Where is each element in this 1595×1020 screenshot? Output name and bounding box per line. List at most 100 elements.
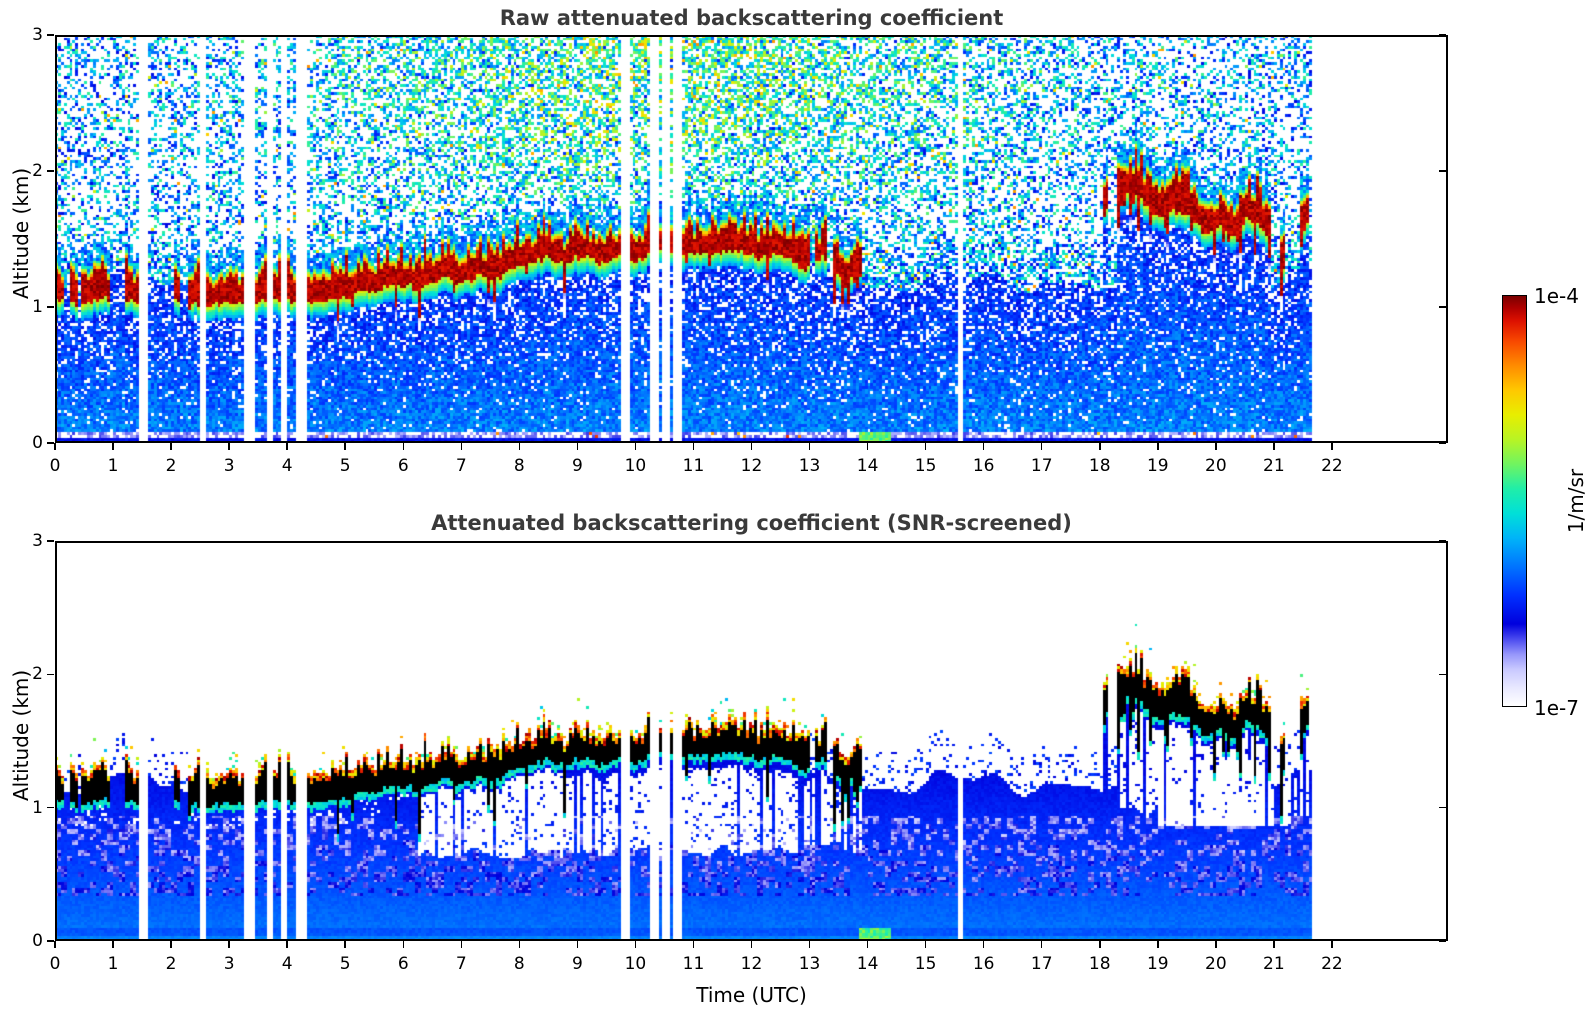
y-tick-mark (47, 442, 54, 444)
colorbar (1502, 295, 1527, 707)
x-tick-label: 7 (455, 456, 467, 476)
x-tick-mark (924, 941, 927, 948)
x-tick-mark (1331, 443, 1333, 450)
y-tick-mark (47, 806, 54, 809)
y-tick-label: 3 (32, 25, 43, 45)
x-tick-mark (1099, 443, 1101, 450)
x-tick-mark (750, 941, 753, 948)
x-tick-label: 11 (682, 954, 705, 974)
x-tick-label: 17 (1030, 954, 1053, 974)
x-tick-label: 3 (223, 954, 235, 974)
y-axis-label-raw: Altitude (km) (9, 167, 33, 299)
x-tick-mark (1331, 941, 1333, 948)
x-tick-label: 10 (624, 954, 647, 974)
raw-heatmap-canvas (55, 35, 1448, 443)
x-tick-label: 14 (856, 456, 879, 476)
colorbar-units-label: 1/m/sr (1564, 468, 1588, 534)
x-tick-label: 9 (571, 456, 583, 476)
x-tick-mark (692, 443, 695, 450)
x-tick-mark (1215, 443, 1217, 450)
x-tick-label: 17 (1030, 456, 1053, 476)
x-tick-label: 1 (107, 456, 119, 476)
panel-title-screened: Attenuated backscattering coefficient (S… (431, 511, 1072, 535)
x-tick-mark (1040, 443, 1043, 450)
y-tick-label: 0 (32, 433, 43, 453)
x-tick-mark (228, 443, 230, 450)
y-tick-label: 1 (32, 797, 43, 818)
x-tick-label: 9 (571, 954, 583, 974)
x-tick-label: 15 (914, 954, 937, 974)
x-tick-mark (1099, 941, 1101, 948)
x-tick-mark (866, 941, 869, 948)
x-tick-label: 4 (281, 954, 293, 974)
y-tick-mark (47, 170, 54, 172)
x-tick-mark (924, 443, 927, 450)
x-tick-mark (866, 443, 869, 450)
x-tick-mark (402, 443, 404, 450)
colorbar-min-label: 1e-7 (1534, 696, 1579, 720)
x-tick-mark (286, 443, 288, 450)
x-tick-label: 21 (1263, 954, 1285, 974)
x-tick-mark (1157, 443, 1159, 450)
y-tick-mark-right (1439, 442, 1446, 444)
x-tick-label: 10 (624, 456, 647, 476)
y-tick-label: 3 (32, 531, 43, 551)
x-tick-mark (634, 443, 637, 450)
x-tick-label: 22 (1321, 954, 1343, 974)
x-tick-label: 8 (513, 456, 525, 476)
y-tick-label: 2 (32, 664, 43, 685)
x-tick-label: 0 (49, 456, 61, 476)
x-tick-mark (344, 443, 346, 450)
x-tick-mark (518, 443, 521, 450)
x-tick-label: 14 (856, 954, 879, 974)
x-tick-mark (692, 941, 695, 948)
x-tick-mark (170, 443, 172, 450)
x-tick-label: 22 (1321, 456, 1343, 476)
x-tick-mark (634, 941, 637, 948)
x-tick-label: 6 (397, 456, 409, 476)
x-tick-label: 0 (49, 954, 61, 974)
x-tick-mark (1157, 941, 1159, 948)
y-tick-label: 2 (32, 161, 43, 181)
x-tick-mark (808, 941, 811, 948)
y-tick-mark (47, 34, 54, 36)
x-tick-label: 16 (972, 954, 995, 974)
x-tick-mark (170, 941, 172, 948)
x-tick-label: 18 (1088, 456, 1111, 476)
x-tick-label: 12 (740, 456, 763, 476)
x-tick-mark (460, 941, 463, 948)
x-tick-mark (1273, 443, 1275, 450)
x-tick-label: 8 (513, 954, 525, 974)
x-tick-mark (286, 941, 288, 948)
x-tick-label: 3 (223, 456, 235, 476)
colorbar-max-label: 1e-4 (1534, 284, 1579, 308)
y-tick-mark-right (1439, 673, 1446, 676)
x-tick-label: 7 (455, 954, 467, 974)
x-tick-label: 1 (107, 954, 119, 974)
x-tick-label: 21 (1263, 456, 1285, 476)
x-tick-label: 5 (339, 456, 351, 476)
x-tick-label: 15 (914, 456, 937, 476)
x-tick-mark (982, 941, 985, 948)
y-tick-mark-right (1439, 540, 1446, 542)
panel-title-raw: Raw attenuated backscattering coefficien… (499, 6, 1004, 30)
y-axis-label-screened: Altitude (km) (9, 669, 33, 801)
x-tick-label: 2 (165, 954, 177, 974)
x-tick-label: 20 (1205, 456, 1227, 476)
x-axis-label: Time (UTC) (696, 983, 807, 1007)
x-tick-mark (808, 443, 811, 450)
x-tick-mark (54, 941, 56, 948)
x-tick-label: 11 (682, 456, 705, 476)
x-tick-mark (576, 941, 579, 948)
y-tick-mark (47, 673, 54, 676)
x-tick-mark (982, 443, 985, 450)
y-tick-mark (47, 306, 54, 308)
x-tick-mark (112, 443, 114, 450)
y-tick-mark-right (1439, 34, 1446, 36)
x-tick-mark (750, 443, 753, 450)
y-tick-label: 1 (32, 297, 43, 317)
x-tick-mark (228, 941, 230, 948)
x-tick-label: 4 (281, 456, 293, 476)
x-tick-mark (402, 941, 404, 948)
